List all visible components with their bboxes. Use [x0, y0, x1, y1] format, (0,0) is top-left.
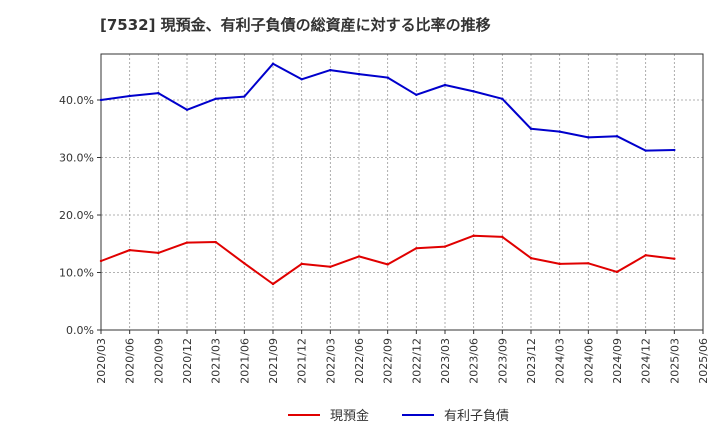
data-point — [185, 241, 189, 244]
x-tick-label: 2021/06 — [238, 338, 251, 384]
data-point — [157, 91, 160, 95]
data-point — [329, 68, 332, 72]
grid-layer — [101, 54, 703, 330]
y-tick-label: 0.0% — [66, 324, 94, 337]
data-point — [501, 97, 504, 101]
x-tick-label: 2021/03 — [210, 338, 223, 384]
data-point — [185, 108, 189, 111]
data-point — [99, 98, 103, 102]
data-point — [386, 76, 389, 79]
x-tick-label: 2025/06 — [697, 338, 710, 384]
data-point — [529, 256, 533, 260]
x-tick-label: 2024/03 — [554, 338, 567, 384]
data-point — [673, 257, 676, 260]
data-point — [99, 259, 103, 263]
data-point — [615, 135, 619, 138]
data-point — [415, 93, 418, 97]
x-tick-label: 2022/06 — [353, 338, 366, 384]
plot-border — [100, 53, 704, 331]
x-tick-label: 2022/12 — [410, 338, 423, 384]
x-tick-label: 2022/09 — [382, 338, 395, 384]
data-point — [357, 255, 361, 258]
data-point — [300, 78, 303, 81]
data-point — [472, 234, 475, 237]
chart-title: [7532] 現預金、有利子負債の総資産に対する比率の推移 — [100, 16, 491, 34]
x-tick-label: 2021/09 — [267, 338, 280, 384]
x-tick-label: 2023/12 — [525, 338, 538, 384]
data-point — [558, 262, 561, 266]
x-tick-label: 2024/06 — [582, 338, 595, 384]
data-point — [243, 95, 246, 98]
axis-layer: 0.0% 10.0% 20.0% 30.0% 40.0% 2020/03 2020/06 20… — [59, 94, 710, 384]
data-point — [587, 136, 590, 139]
x-tick-label: 2023/03 — [439, 338, 452, 384]
x-tick-label: 2024/12 — [640, 338, 653, 384]
x-tick-label: 2023/06 — [468, 338, 481, 384]
x-tick-label: 2021/12 — [296, 338, 309, 384]
legend-layer: 現預金 有利子負債 — [288, 408, 509, 424]
data-point — [558, 130, 561, 133]
data-point — [128, 248, 131, 252]
data-point — [300, 262, 303, 266]
data-point — [501, 235, 504, 239]
data-point — [644, 149, 647, 152]
x-tick-label: 2024/09 — [611, 338, 624, 384]
y-tick-label: 30.0% — [59, 152, 94, 165]
x-tick-label: 2020/12 — [181, 338, 194, 384]
x-tick-label: 2020/09 — [152, 338, 165, 384]
data-point — [443, 83, 447, 87]
data-point — [329, 265, 332, 268]
x-tick-label: 2023/09 — [496, 338, 509, 384]
data-point — [443, 245, 447, 248]
data-point — [214, 97, 217, 101]
y-tick-label: 10.0% — [59, 267, 94, 280]
data-point — [243, 262, 246, 265]
data-point — [472, 90, 475, 93]
x-tick-label: 2022/03 — [324, 338, 337, 384]
data-point — [157, 251, 160, 255]
data-point — [415, 247, 418, 250]
y-tick-label: 40.0% — [59, 94, 94, 107]
data-point — [214, 240, 217, 244]
data-point — [386, 263, 389, 266]
x-tick-label: 2020/06 — [124, 338, 137, 384]
series-layer — [99, 62, 676, 286]
data-point — [128, 94, 131, 98]
data-point — [587, 262, 590, 265]
x-tick-label: 2025/03 — [668, 338, 681, 384]
data-point — [357, 72, 361, 76]
data-point — [673, 148, 676, 152]
data-point — [529, 127, 533, 130]
data-point — [644, 254, 647, 257]
legend-label: 有利子負債 — [444, 409, 509, 424]
data-point — [615, 270, 619, 274]
data-point — [271, 282, 275, 286]
data-point — [271, 62, 275, 65]
y-tick-label: 20.0% — [59, 209, 94, 222]
x-tick-label: 2020/03 — [95, 338, 108, 384]
legend-label: 現預金 — [330, 408, 369, 424]
plot-background — [101, 54, 703, 330]
